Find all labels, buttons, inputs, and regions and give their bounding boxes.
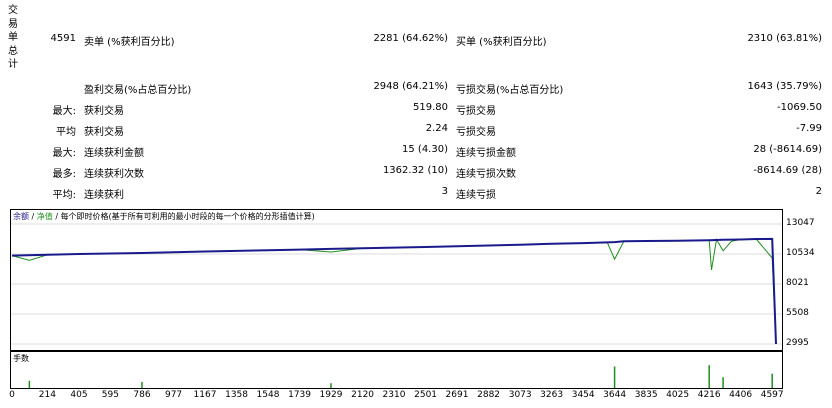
x-tick-label: 2501 (414, 390, 438, 400)
x-tick-label: 1548 (256, 390, 280, 400)
legend-equity: 净值 (36, 212, 53, 221)
row-label-right: 连续亏损 (456, 190, 496, 201)
x-tick-label: 3454 (571, 390, 595, 400)
row-prefix: 最大: (52, 148, 76, 159)
x-tick-label: 4025 (666, 390, 690, 400)
lots-plot (28, 365, 773, 388)
long-trades-label: 买单 (%获利百分比) (456, 37, 547, 48)
row-label-left: 获利交易 (84, 106, 124, 117)
row-label-right: 亏损交易 (456, 106, 496, 117)
x-tick-label: 2691 (445, 390, 469, 400)
legend-balance: 余额 (13, 212, 29, 221)
x-tick-label: 0 (9, 390, 15, 400)
x-tick-label: 3835 (634, 390, 658, 400)
lots-label: 手数 (13, 354, 29, 363)
row-prefix: 平均: (52, 190, 76, 201)
total-trades-value: 4591 (50, 33, 76, 44)
y-tick-label: 2995 (786, 338, 809, 348)
row-value-right: 28 (-8614.69) (753, 144, 822, 155)
x-tick-label: 2310 (382, 390, 406, 400)
short-trades-label: 卖单 (%获利百分比) (84, 37, 175, 48)
x-tick-label: 4597 (760, 390, 784, 400)
y-tick-label: 8021 (786, 278, 809, 288)
x-tick-label: 595 (101, 390, 119, 400)
x-tick-label: 786 (133, 390, 151, 400)
row-value-right: 1643 (35.79%) (747, 81, 822, 92)
row-value-left: 2.24 (425, 123, 448, 134)
chart-plot (11, 223, 782, 345)
row-value-left: 3 (441, 186, 448, 197)
row-value-right: -7.99 (796, 123, 822, 134)
equity-chart: 余额 / 净值 / 每个即时价格(基于所有可利用的最小时段的每一个价格的分形插值… (10, 209, 783, 351)
long-trades-value: 2310 (63.81%) (747, 33, 822, 44)
legend-description: 每个即时价格(基于所有可利用的最小时段的每一个价格的分形插值计算) (60, 212, 315, 221)
x-tick-label: 3073 (508, 390, 532, 400)
chart-legend: 余额 / 净值 / 每个即时价格(基于所有可利用的最小时段的每一个价格的分形插值… (13, 212, 315, 221)
row-prefix: 最多: (52, 169, 76, 180)
row-value-right: 2 (815, 186, 822, 197)
x-tick-label: 1358 (225, 390, 249, 400)
x-tick-label: 1739 (288, 390, 312, 400)
short-trades-value: 2281 (64.62%) (373, 33, 448, 44)
row-label-left: 连续获利金额 (84, 148, 144, 159)
y-tick-label: 13047 (786, 218, 815, 228)
row-label-left: 连续获利 (84, 190, 124, 201)
row-label-right: 亏损交易 (456, 127, 496, 138)
x-tick-label: 3644 (603, 390, 627, 400)
summary-title: 交易单总计 (8, 5, 18, 70)
x-tick-label: 2882 (477, 390, 501, 400)
row-label-right: 亏损交易(%占总百分比) (456, 85, 564, 96)
row-prefix: 最大: (52, 106, 76, 117)
row-value-right: -8614.69 (28) (753, 165, 822, 176)
x-tick-label: 1167 (193, 390, 217, 400)
balance-line (11, 237, 777, 345)
row-value-left: 1362.32 (10) (382, 165, 448, 176)
x-tick-label: 3263 (540, 390, 564, 400)
x-tick-label: 405 (70, 390, 88, 400)
row-label-right: 连续亏损次数 (456, 169, 516, 180)
row-value-left: 2948 (64.21%) (373, 81, 448, 92)
row-value-left: 519.80 (413, 102, 448, 113)
row-prefix: 平均 (56, 127, 76, 138)
row-label-left: 盈利交易(%占总百分比) (84, 85, 192, 96)
lots-chart: 手数 (10, 351, 783, 389)
x-tick-label: 1929 (319, 390, 343, 400)
y-tick-label: 5508 (786, 308, 809, 318)
x-tick-label: 977 (164, 390, 183, 400)
x-tick-label: 4216 (697, 390, 721, 400)
row-label-left: 获利交易 (84, 127, 124, 138)
x-tick-label: 214 (38, 390, 56, 400)
row-label-left: 连续获利次数 (84, 169, 144, 180)
row-label-right: 连续亏损金额 (456, 148, 516, 159)
x-tick-label: 4406 (729, 390, 753, 400)
x-tick-label: 2120 (351, 390, 375, 400)
row-value-right: -1069.50 (777, 102, 822, 113)
y-tick-label: 10534 (786, 248, 815, 258)
row-value-left: 15 (4.30) (402, 144, 448, 155)
equity-line (11, 238, 777, 345)
